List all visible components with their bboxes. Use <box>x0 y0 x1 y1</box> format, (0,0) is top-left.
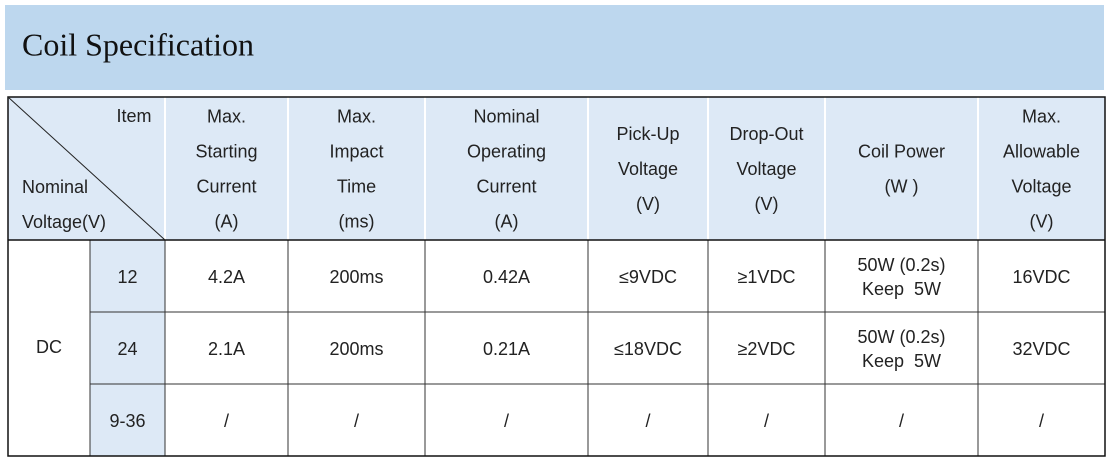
column-header: Allowable <box>1003 141 1080 161</box>
voltage-cell <box>90 384 165 456</box>
column-header: Current <box>196 176 256 196</box>
column-header: Current <box>476 176 536 196</box>
cell-value: 200ms <box>329 339 383 359</box>
column-header: (W ) <box>885 176 919 196</box>
page-title: Coil Specification <box>22 26 254 62</box>
cell-value: 2.1A <box>208 339 245 359</box>
cell-value: 16VDC <box>1012 267 1070 287</box>
cell-value: ≥2VDC <box>738 339 796 359</box>
cell-value: 0.42A <box>483 267 530 287</box>
column-header: Max. <box>337 106 376 126</box>
corner-diagonal <box>7 96 166 241</box>
column-header: Operating <box>467 141 546 161</box>
group-cell <box>8 240 90 456</box>
column-header: Max. <box>207 106 246 126</box>
nominal-voltage: 24 <box>117 339 137 359</box>
column-header: Pick-Up <box>616 124 679 144</box>
column-header: Voltage <box>736 159 796 179</box>
column-header: (A) <box>495 211 519 231</box>
cell-value: 50W (0.2s) <box>857 327 945 347</box>
corner-bottom-label: Nominal <box>22 177 88 197</box>
column-header: Starting <box>195 141 257 161</box>
cell-value: / <box>1039 411 1044 431</box>
cell-value: / <box>764 411 769 431</box>
cell-value: / <box>224 411 229 431</box>
column-header: Voltage <box>1011 176 1071 196</box>
column-header: Impact <box>329 141 383 161</box>
column-header: Time <box>337 176 376 196</box>
column-header: Voltage <box>618 159 678 179</box>
cell-value: ≤18VDC <box>614 339 682 359</box>
column-header: (A) <box>215 211 239 231</box>
cell-value: ≥1VDC <box>738 267 796 287</box>
corner-top-label: Item <box>116 106 151 126</box>
group-label: DC <box>36 337 62 357</box>
cell-value: / <box>354 411 359 431</box>
column-header: Drop-Out <box>729 124 803 144</box>
cell-value: / <box>645 411 650 431</box>
column-header: (ms) <box>339 211 375 231</box>
title-band <box>5 5 1104 90</box>
cell-value: ≤9VDC <box>619 267 677 287</box>
column-header: Max. <box>1022 106 1061 126</box>
table-border <box>7 96 1106 457</box>
column-header: Coil Power <box>858 141 945 161</box>
voltage-cell <box>90 312 165 384</box>
voltage-cell <box>90 240 165 312</box>
cell-value: 200ms <box>329 267 383 287</box>
corner-bottom-label: Voltage(V) <box>22 212 106 232</box>
column-header: Nominal <box>473 106 539 126</box>
cell-value: 4.2A <box>208 267 245 287</box>
cell-value: 0.21A <box>483 339 530 359</box>
cell-value: Keep 5W <box>862 351 941 371</box>
cell-value: / <box>899 411 904 431</box>
column-header: (V) <box>755 194 779 214</box>
nominal-voltage: 12 <box>117 267 137 287</box>
cell-value: / <box>504 411 509 431</box>
cell-value: 50W (0.2s) <box>857 255 945 275</box>
column-header: (V) <box>1030 211 1054 231</box>
column-header: (V) <box>636 194 660 214</box>
header-row <box>8 97 1105 240</box>
nominal-voltage: 9-36 <box>109 411 145 431</box>
cell-value: Keep 5W <box>862 279 941 299</box>
cell-value: 32VDC <box>1012 339 1070 359</box>
